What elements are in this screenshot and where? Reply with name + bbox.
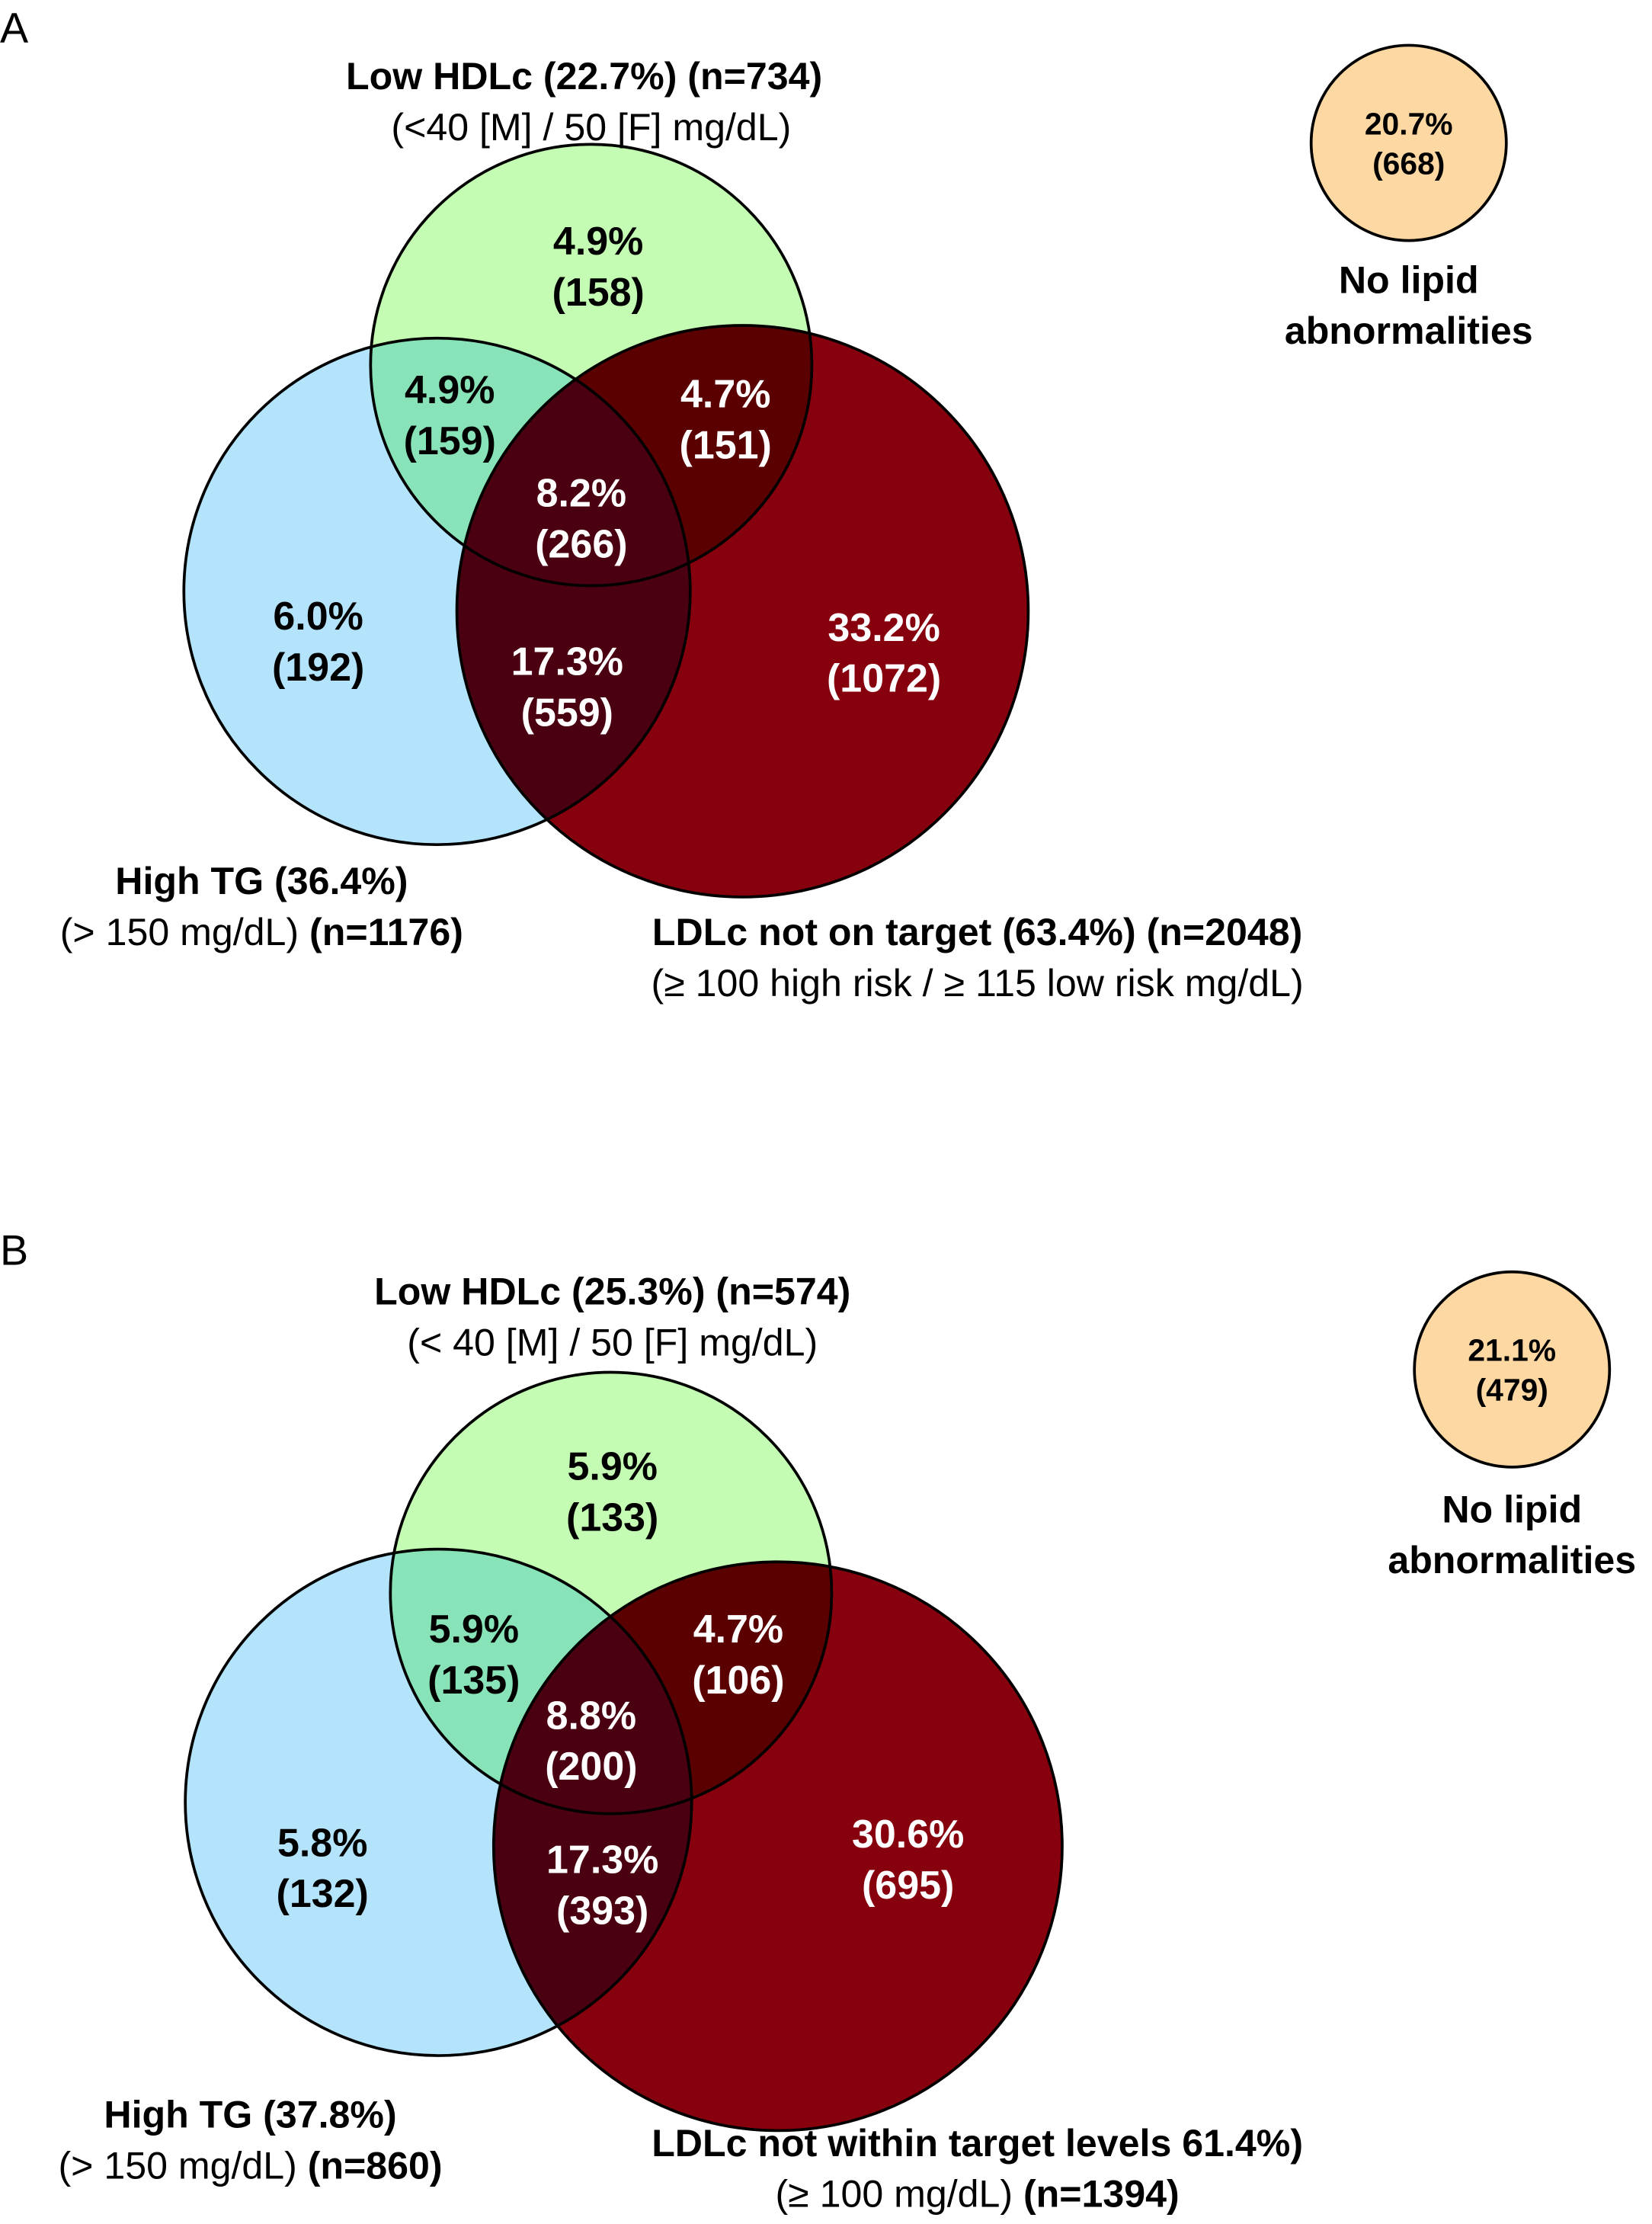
tg-criteria: (> 150 mg/dL) bbox=[58, 2145, 307, 2187]
tg-criteria: (> 150 mg/dL) bbox=[60, 911, 309, 953]
region-tg-ldl-percent: 17.3% bbox=[511, 639, 623, 684]
hdl-title: Low HDLc (22.7%) (n=734) bbox=[346, 55, 822, 98]
region-ldl-only-count: (695) bbox=[862, 1863, 954, 1908]
no-abnormalities-percent: 20.7% bbox=[1365, 106, 1453, 141]
ldl-title: LDLc not within target levels 61.4%) bbox=[652, 2122, 1303, 2165]
tg-criteria-line: (> 150 mg/dL) (n=1176) bbox=[60, 911, 463, 953]
ldl-count: (n=1394) bbox=[1023, 2173, 1180, 2216]
region-hdl-tg-percent: 4.9% bbox=[405, 368, 495, 412]
region-hdl-only-count: (133) bbox=[566, 1495, 658, 1540]
ldl-title: LDLc not on target (63.4%) (n=2048) bbox=[652, 911, 1302, 953]
no-abnormalities-percent: 21.1% bbox=[1468, 1333, 1556, 1368]
no-abnormalities-label: No lipid bbox=[1442, 1488, 1582, 1530]
tg-count: (n=860) bbox=[308, 2145, 443, 2187]
no-abnormalities-label: abnormalities bbox=[1388, 1539, 1636, 1581]
region-hdl-ldl-percent: 4.7% bbox=[693, 1607, 783, 1652]
tg-ldl-overlap bbox=[456, 338, 690, 845]
ldl-criteria-line: (≥ 100 mg/dL) (n=1394) bbox=[775, 2173, 1179, 2216]
no-abnormalities-count: (668) bbox=[1372, 146, 1445, 181]
region-hdl-ldl-count: (151) bbox=[680, 423, 772, 467]
region-tg-only-count: (192) bbox=[272, 646, 364, 690]
tg-count: (n=1176) bbox=[309, 911, 463, 953]
panel-a: 4.9% (158) 6.0% (192) 33.2% (1072) 4.9% (159) 4.… bbox=[0, 5, 1533, 1005]
hdl-title: Low HDLc (25.3%) (n=574) bbox=[374, 1270, 850, 1312]
region-ldl-only-percent: 33.2% bbox=[828, 606, 940, 650]
region-tg-only-count: (132) bbox=[277, 1872, 369, 1916]
ldl-criteria-line: (≥ 100 high risk / ≥ 115 low risk mg/dL) bbox=[652, 962, 1304, 1005]
region-hdl-ldl-count: (106) bbox=[692, 1658, 784, 1703]
region-hdl-tg-count: (159) bbox=[404, 419, 496, 463]
hdl-criteria: (<40 [M] / 50 [F] mg/dL) bbox=[391, 106, 791, 149]
region-all-percent: 8.8% bbox=[546, 1694, 636, 1738]
panel-letter: A bbox=[0, 5, 29, 52]
tg-title: High TG (37.8%) bbox=[104, 2094, 396, 2136]
region-ldl-only-percent: 30.6% bbox=[852, 1812, 964, 1857]
region-tg-only-percent: 5.8% bbox=[277, 1821, 367, 1865]
region-ldl-only-count: (1072) bbox=[827, 657, 941, 701]
region-hdl-ldl-percent: 4.7% bbox=[680, 373, 770, 417]
region-hdl-tg-percent: 5.9% bbox=[429, 1607, 519, 1652]
region-hdl-only-count: (158) bbox=[552, 271, 644, 315]
no-abnormalities-label: No lipid bbox=[1339, 258, 1479, 301]
region-hdl-only-percent: 4.9% bbox=[553, 220, 643, 264]
region-tg-only-percent: 6.0% bbox=[273, 594, 363, 639]
no-abnormalities-count: (479) bbox=[1476, 1373, 1548, 1408]
region-all-percent: 8.2% bbox=[536, 472, 626, 516]
ldl-criteria: (≥ 100 mg/dL) bbox=[775, 2173, 1023, 2216]
panel-letter: B bbox=[0, 1226, 28, 1274]
panel-b: 5.9% (133) 5.8% (132) 30.6% (695) 5.9% (135) 4.7… bbox=[0, 1226, 1636, 2215]
no-abnormalities-label: abnormalities bbox=[1285, 309, 1533, 352]
region-tg-ldl-percent: 17.3% bbox=[546, 1838, 658, 1883]
region-all-count: (266) bbox=[535, 522, 627, 566]
tg-criteria-line: (> 150 mg/dL) (n=860) bbox=[58, 2145, 442, 2187]
region-tg-ldl-count: (393) bbox=[556, 1889, 648, 1933]
no-abnormalities-circle bbox=[1309, 43, 1508, 242]
region-tg-ldl-count: (559) bbox=[521, 691, 613, 735]
tg-title: High TG (36.4%) bbox=[115, 860, 408, 902]
hdl-criteria: (< 40 [M] / 50 [F] mg/dL) bbox=[407, 1321, 818, 1364]
ldl-criteria: (≥ 100 high risk / ≥ 115 low risk mg/dL) bbox=[652, 962, 1304, 1005]
region-hdl-only-percent: 5.9% bbox=[567, 1445, 657, 1489]
no-abnormalities-circle bbox=[1413, 1270, 1612, 1469]
region-all-count: (200) bbox=[545, 1745, 637, 1789]
region-hdl-tg-count: (135) bbox=[427, 1658, 520, 1703]
